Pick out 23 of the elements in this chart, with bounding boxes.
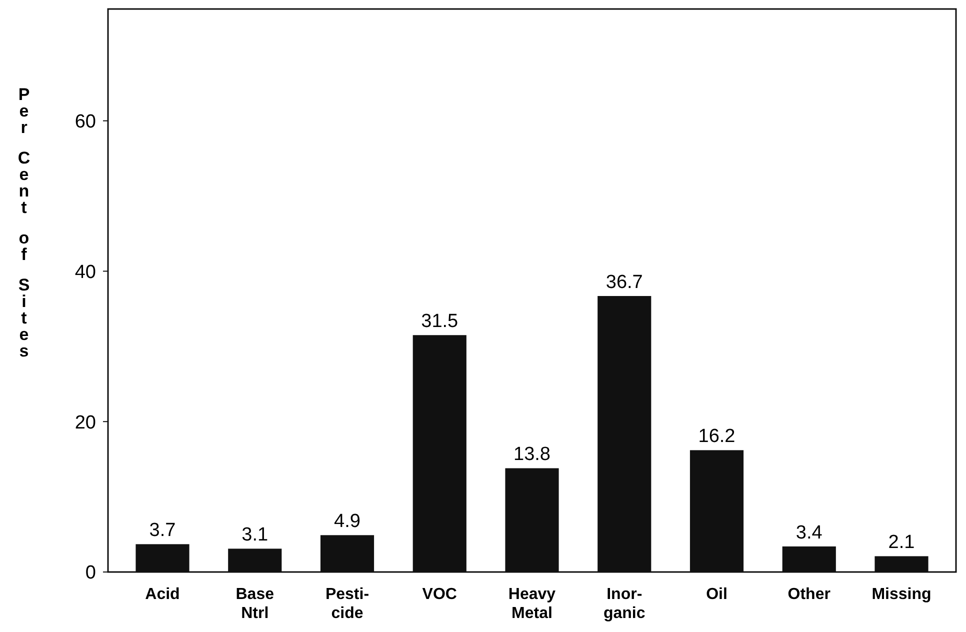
data-label: 4.9 [334, 511, 360, 532]
data-label: 36.7 [606, 272, 643, 294]
x-tick-label: Other [788, 586, 830, 603]
data-label: 3.4 [796, 522, 823, 544]
data-label: 3.7 [149, 520, 176, 542]
x-tick-label: Heavy Metal [508, 586, 556, 622]
x-tick-label: VOC [422, 586, 458, 603]
data-label: 31.5 [421, 311, 458, 332]
y-tick-label: 20 [74, 412, 96, 434]
y-tick-label: 40 [74, 262, 96, 283]
x-tick-label: Missing [872, 586, 932, 603]
data-label: 2.1 [888, 532, 915, 554]
x-tick-label: Inor- ganic [603, 586, 646, 622]
y-tick-label: 0 [85, 562, 96, 584]
x-tick-label: Base Ntrl [236, 586, 274, 622]
x-tick-label: Oil [706, 586, 728, 603]
data-label: 13.8 [514, 444, 550, 466]
text: Per Cent of Sites [18, 85, 30, 360]
data-label: 3.1 [242, 524, 268, 546]
x-tick-label: Pesti- cide [325, 586, 370, 622]
data-label: 16.2 [698, 426, 736, 448]
x-tick-label: Acid [145, 586, 180, 603]
y-tick-label: 60 [74, 111, 96, 132]
